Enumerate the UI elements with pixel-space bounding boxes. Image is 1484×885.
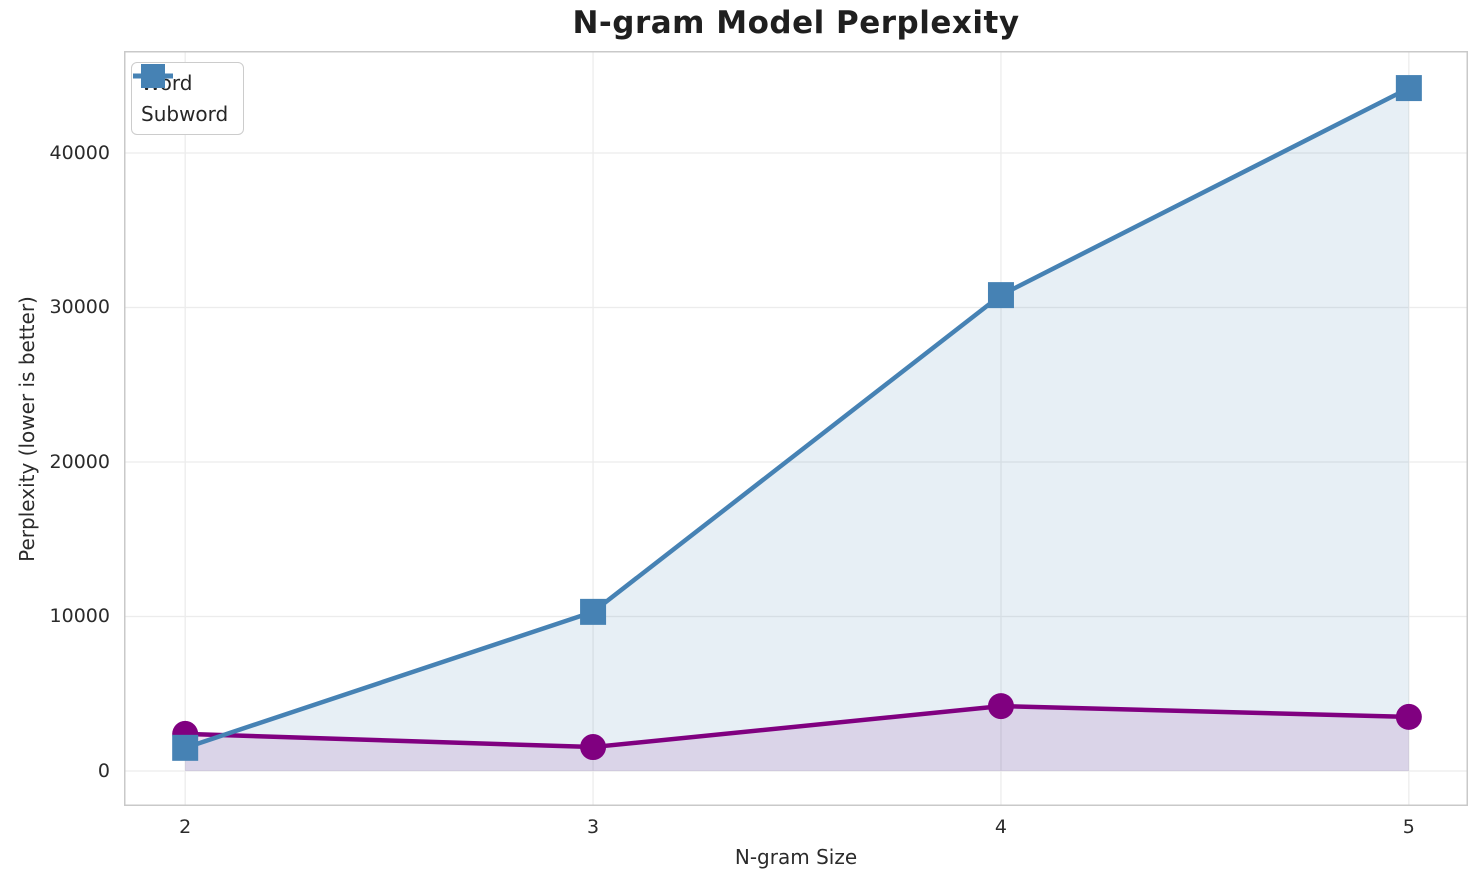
plot-area: Word Subword	[124, 51, 1468, 806]
subword-data-point	[987, 282, 1014, 309]
y-tick-label: 30000	[49, 296, 110, 319]
y-axis-label: Perplexity (lower is better)	[15, 296, 39, 562]
x-tick-label: 5	[1402, 816, 1415, 838]
legend-item-subword: Subword	[133, 64, 229, 127]
chart-title: N-gram Model Perplexity	[572, 5, 1020, 41]
legend: Word Subword	[131, 62, 245, 135]
y-tick-label: 20000	[49, 450, 110, 473]
subword-data-point	[580, 598, 607, 625]
x-tick-label: 4	[994, 816, 1007, 838]
chart-canvas	[124, 51, 1468, 806]
word-data-point	[1395, 703, 1422, 730]
y-tick-label: 0	[97, 760, 110, 782]
legend-label: Subword	[141, 102, 229, 126]
subword-data-point	[1395, 75, 1422, 102]
subword-data-point	[172, 734, 199, 761]
word-data-point	[580, 734, 607, 761]
subword-square-marker-icon	[133, 64, 173, 88]
x-tick-label: 3	[587, 816, 600, 838]
word-data-point	[987, 693, 1014, 720]
y-tick-label: 10000	[49, 605, 110, 628]
x-axis-label: N-gram Size	[734, 845, 858, 869]
x-tick-label: 2	[179, 816, 192, 838]
y-tick-label: 40000	[49, 141, 110, 164]
